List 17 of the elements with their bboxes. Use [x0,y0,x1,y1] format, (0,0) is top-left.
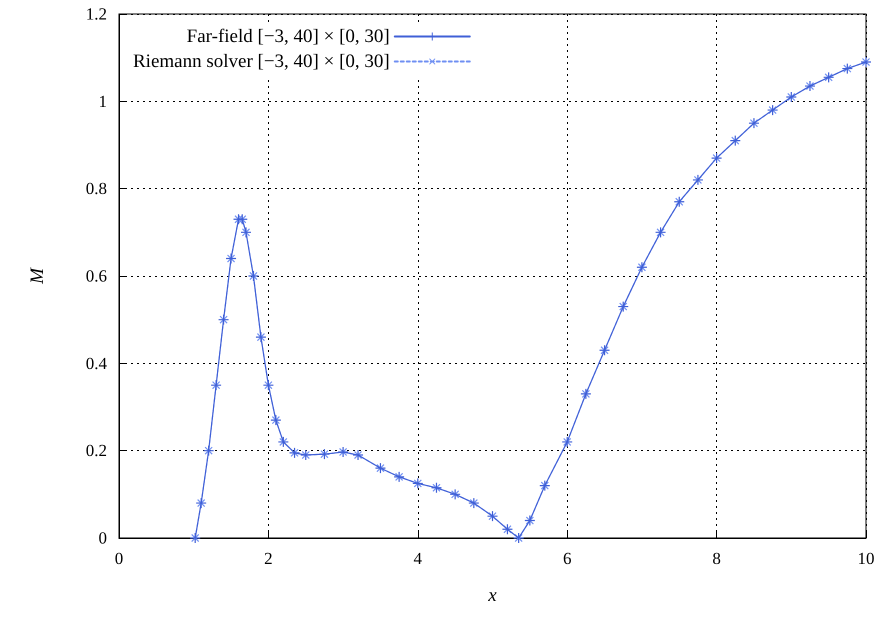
x-axis-title: x [487,585,498,606]
y-tick-label: 0 [98,528,107,548]
y-axis-title: M [27,266,48,285]
y-tick-label: 1 [98,92,107,111]
x-tick-label: 6 [562,549,572,568]
y-tick-label: 1.2 [86,4,107,24]
y-tick-label: 0.6 [86,266,107,286]
y-tick-label: 0.2 [86,441,107,460]
x-tick-label: 8 [712,549,721,568]
y-tick-label: 0.4 [86,354,108,373]
legend-label: Far-field [−3, 40] × [0, 30] [186,26,390,47]
legend-label: Riemann solver [−3, 40] × [0, 30] [132,51,390,72]
x-tick-label: 4 [414,549,423,568]
y-tick-label: 0.8 [86,179,107,198]
x-tick-label: 0 [114,549,124,568]
x-tick-label: 10 [858,549,874,568]
x-tick-label: 2 [264,549,273,568]
